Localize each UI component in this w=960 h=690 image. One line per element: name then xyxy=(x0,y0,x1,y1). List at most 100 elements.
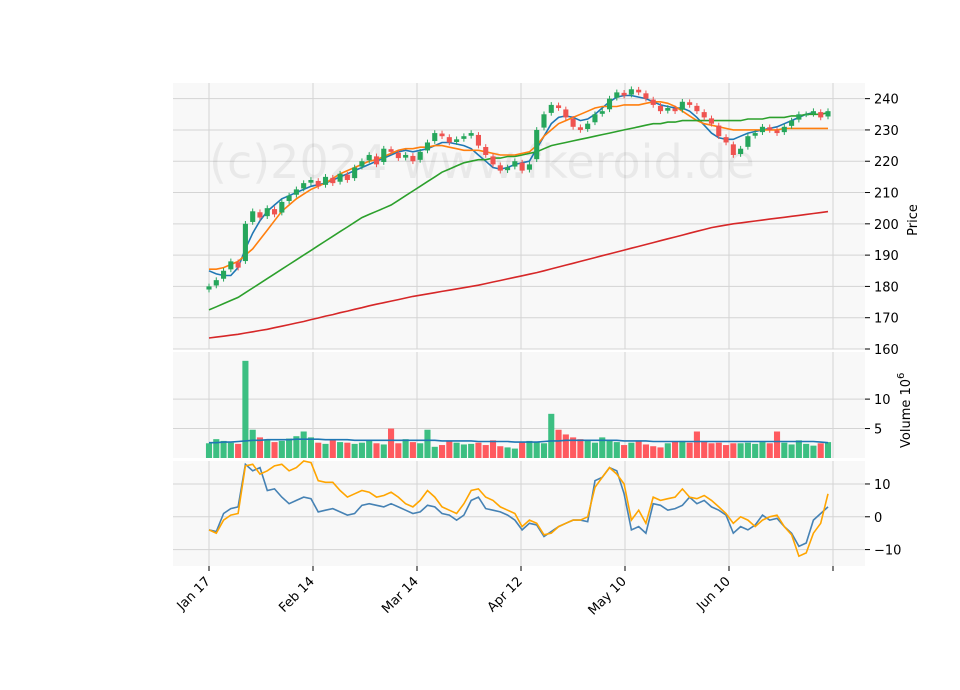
candle-body xyxy=(352,167,358,179)
candle-body xyxy=(308,180,314,183)
volume-bar xyxy=(759,442,766,458)
volume-bar xyxy=(395,443,402,458)
volume-average-polyline xyxy=(209,438,829,444)
volume-bar xyxy=(249,429,256,458)
candle-body xyxy=(483,146,489,155)
candle-body xyxy=(388,149,394,152)
volume-panel: 5 10 Volume 106 xyxy=(173,352,914,458)
oscillator-panel-background xyxy=(173,461,865,566)
price-tick-label: 230 xyxy=(874,124,899,139)
candle-body xyxy=(417,151,423,160)
candle-body xyxy=(228,261,234,270)
oscillator-line-2 xyxy=(208,460,829,558)
price-tick-label: 170 xyxy=(874,312,899,327)
candle-body xyxy=(701,112,707,118)
volume-bar xyxy=(591,442,599,458)
candle-body xyxy=(708,118,715,124)
volume-bar xyxy=(722,445,730,458)
candle-body xyxy=(759,126,766,133)
price-axis-label: Price xyxy=(906,204,921,236)
volume-bar xyxy=(584,440,591,458)
candle-body xyxy=(337,173,343,182)
candle-body xyxy=(796,114,802,120)
candle-body xyxy=(279,201,285,213)
volume-bar xyxy=(453,442,460,458)
volume-average-line xyxy=(209,438,829,444)
oscillator-grid xyxy=(173,461,865,566)
volume-bar xyxy=(446,441,453,458)
volume-bar xyxy=(766,443,773,458)
oscillator-panel: −10 0 10 xyxy=(173,460,901,566)
volume-bar xyxy=(795,440,802,458)
candle-body xyxy=(534,129,540,160)
volume-bar xyxy=(227,442,234,458)
watermark: (c)2024 www.fkeroid.de xyxy=(209,135,755,189)
volume-bar xyxy=(540,443,548,458)
candle-body xyxy=(628,89,634,95)
volume-bar xyxy=(344,442,351,458)
candle-body xyxy=(665,108,671,111)
candle-body xyxy=(650,99,656,105)
price-panel-background xyxy=(173,83,865,349)
volume-bar xyxy=(278,440,285,458)
volume-bar xyxy=(635,440,642,458)
volume-bar xyxy=(373,443,380,458)
volume-bar xyxy=(307,437,315,458)
candle-body xyxy=(475,134,481,146)
candle-body xyxy=(818,112,824,118)
volume-bar xyxy=(708,443,715,458)
candle-body xyxy=(468,133,474,136)
candle-body xyxy=(767,127,773,130)
candle-body xyxy=(315,180,321,187)
candle-body xyxy=(322,176,329,185)
candle-body xyxy=(454,139,460,142)
candle-body xyxy=(803,114,809,116)
candle-body xyxy=(687,102,693,105)
volume-bar xyxy=(752,443,759,458)
volume-bar xyxy=(438,445,446,458)
price-tick-label: 180 xyxy=(874,280,899,295)
volume-bar xyxy=(256,437,264,458)
volume-axis-label-exponent: 6 xyxy=(896,373,907,379)
candle-body xyxy=(577,127,583,130)
candle-body xyxy=(636,89,642,93)
volume-bar xyxy=(511,448,518,458)
candle-body xyxy=(810,111,816,114)
volume-bar xyxy=(730,443,737,458)
candle-body xyxy=(264,208,270,217)
volume-bar xyxy=(810,445,817,458)
candle-body xyxy=(716,125,722,137)
candle-body xyxy=(570,118,576,127)
volume-bar xyxy=(402,439,409,458)
volume-bar xyxy=(468,443,475,458)
price-tick-label: 210 xyxy=(874,187,899,202)
volume-bar xyxy=(489,440,497,458)
volume-bar xyxy=(366,440,373,458)
candle-body xyxy=(242,223,248,262)
candle-body xyxy=(606,98,613,110)
candle-body xyxy=(789,120,795,126)
price-panel: (c)2024 www.fkeroid.de 160 170 180 190 200 21… xyxy=(173,83,921,358)
candle-body xyxy=(235,262,241,268)
volume-bar xyxy=(417,443,424,458)
oscillator-line-1 xyxy=(208,462,829,548)
volume-bar xyxy=(322,443,329,458)
candle-body xyxy=(490,156,496,165)
price-tick-label: 190 xyxy=(874,249,899,264)
candle-body xyxy=(599,111,605,114)
volume-bar xyxy=(788,444,795,458)
candle-body xyxy=(395,152,401,159)
candle-body xyxy=(366,154,372,161)
candle-body xyxy=(745,136,751,147)
volume-tick-label: 10 xyxy=(874,393,891,408)
candle-body xyxy=(621,92,627,96)
price-grid xyxy=(173,83,865,350)
oscillator-lines xyxy=(208,460,829,558)
candle-body xyxy=(541,114,547,128)
candle-body xyxy=(526,164,532,170)
candle-body xyxy=(752,133,758,136)
candle-body xyxy=(563,109,569,118)
volume-bar xyxy=(271,442,278,458)
candle-body xyxy=(585,123,591,130)
